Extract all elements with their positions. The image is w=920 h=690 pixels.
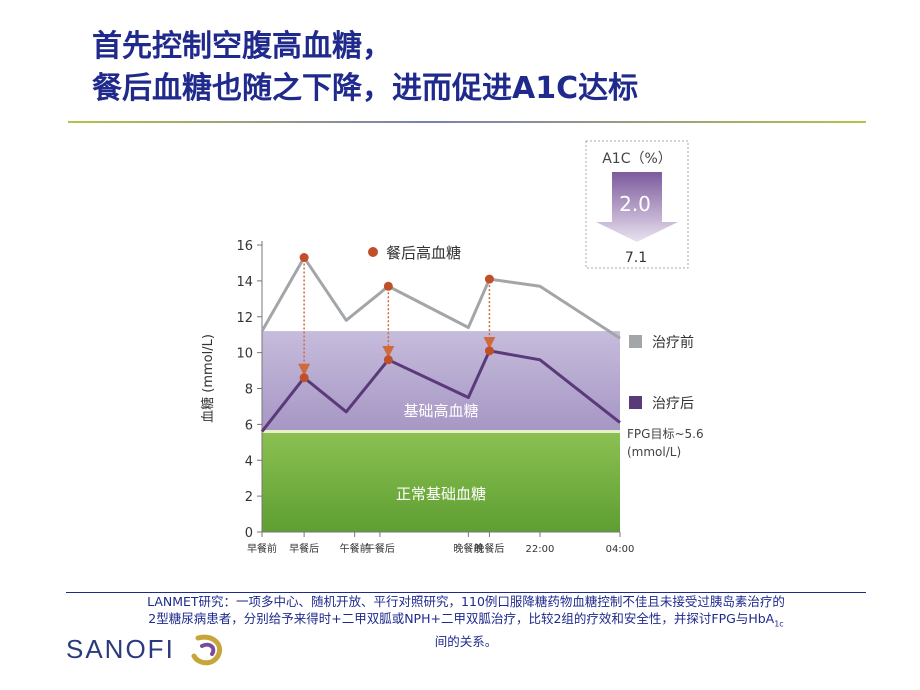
y-tick-label: 0 (245, 526, 253, 541)
legend-before-label: 治疗前 (652, 334, 694, 351)
legend-postprandial-label: 餐后高血糖 (386, 244, 461, 262)
postprandial-point-before (484, 274, 494, 284)
sanofi-swirl-icon (191, 634, 222, 666)
y-tick-label: 14 (236, 275, 253, 290)
a1c-title: A1C（%） (602, 151, 672, 167)
normal-fasting-band (262, 431, 620, 532)
title-divider (68, 121, 866, 123)
legend-before-swatch (629, 335, 642, 348)
y-tick-label: 2 (245, 490, 253, 505)
title-line-2: 餐后血糖也随之下降，进而促进A1C达标 (92, 71, 639, 106)
footnote-rule (66, 592, 866, 593)
x-tick-label: 早餐后 (289, 542, 319, 555)
footnote: LANMET研究：一项多中心、随机开放、平行对照研究，110例口服降糖药物血糖控… (66, 592, 866, 650)
a1c-down-arrow (596, 172, 678, 242)
series-after-line (260, 349, 621, 433)
fpg-target-label-2: (mmol/L) (627, 445, 681, 459)
fasting-hyperglycemia-band (262, 331, 620, 432)
y-tick-label: 12 (236, 311, 253, 326)
footnote-line-2-text: 2型糖尿病患者，分别给予来得时+二甲双胍或NPH+二甲双胍治疗，比较2组的疗效和… (148, 611, 775, 626)
footnote-line-2: 2型糖尿病患者，分别给予来得时+二甲双胍或NPH+二甲双胍治疗，比较2组的疗效和… (66, 610, 866, 633)
footnote-line-1: LANMET研究：一项多中心、随机开放、平行对照研究，110例口服降糖药物血糖控… (147, 594, 785, 609)
y-tick-label: 10 (236, 347, 253, 362)
a1c-baseline-value: 7.1 (625, 250, 647, 266)
x-tick-label: 晚餐前 (453, 542, 483, 555)
normal-band-label: 正常基础血糖 (396, 485, 486, 503)
x-tick-label: 晚餐后 (474, 542, 504, 555)
y-tick-label: 16 (236, 239, 253, 254)
title-line-1: 首先控制空腹高血糖， (92, 29, 392, 64)
x-tick-label: 午餐后 (365, 542, 395, 555)
postprandial-point-after (299, 373, 309, 383)
postprandial-point-after (383, 355, 393, 365)
y-tick-label: 4 (245, 454, 253, 469)
footnote-line-3: 间的关系。 (434, 633, 498, 649)
legend-postprandial-marker (368, 247, 378, 257)
postprandial-point-before (383, 281, 393, 291)
y-axis-label: 血糖 (mmol/L) (200, 334, 216, 423)
x-tick-label: 早餐前 (247, 542, 277, 555)
legend-after-label: 治疗后 (652, 396, 694, 412)
legend-after-swatch (629, 396, 642, 409)
fpg-target-label-1: FPG目标~5.6 (627, 427, 704, 441)
sanofi-logo-text: SANOFI (66, 634, 175, 664)
postprandial-point-after (484, 346, 494, 356)
a1c-reduction-value: 2.0 (619, 192, 651, 216)
slide-title: 首先控制空腹高血糖， 餐后血糖也随之下降，进而促进A1C达标 (92, 26, 638, 110)
series-before-line (260, 256, 621, 340)
y-tick-label: 6 (245, 418, 253, 433)
x-tick-label: 04:00 (606, 544, 635, 555)
x-tick-label: 午餐前 (340, 542, 370, 555)
x-tick-label: 22:00 (526, 544, 555, 555)
hyperglycemia-band-label: 基础高血糖 (403, 402, 478, 420)
footnote-subscript: 1c (774, 619, 784, 629)
postprandial-point-before (299, 253, 309, 263)
y-tick-label: 8 (245, 383, 253, 398)
